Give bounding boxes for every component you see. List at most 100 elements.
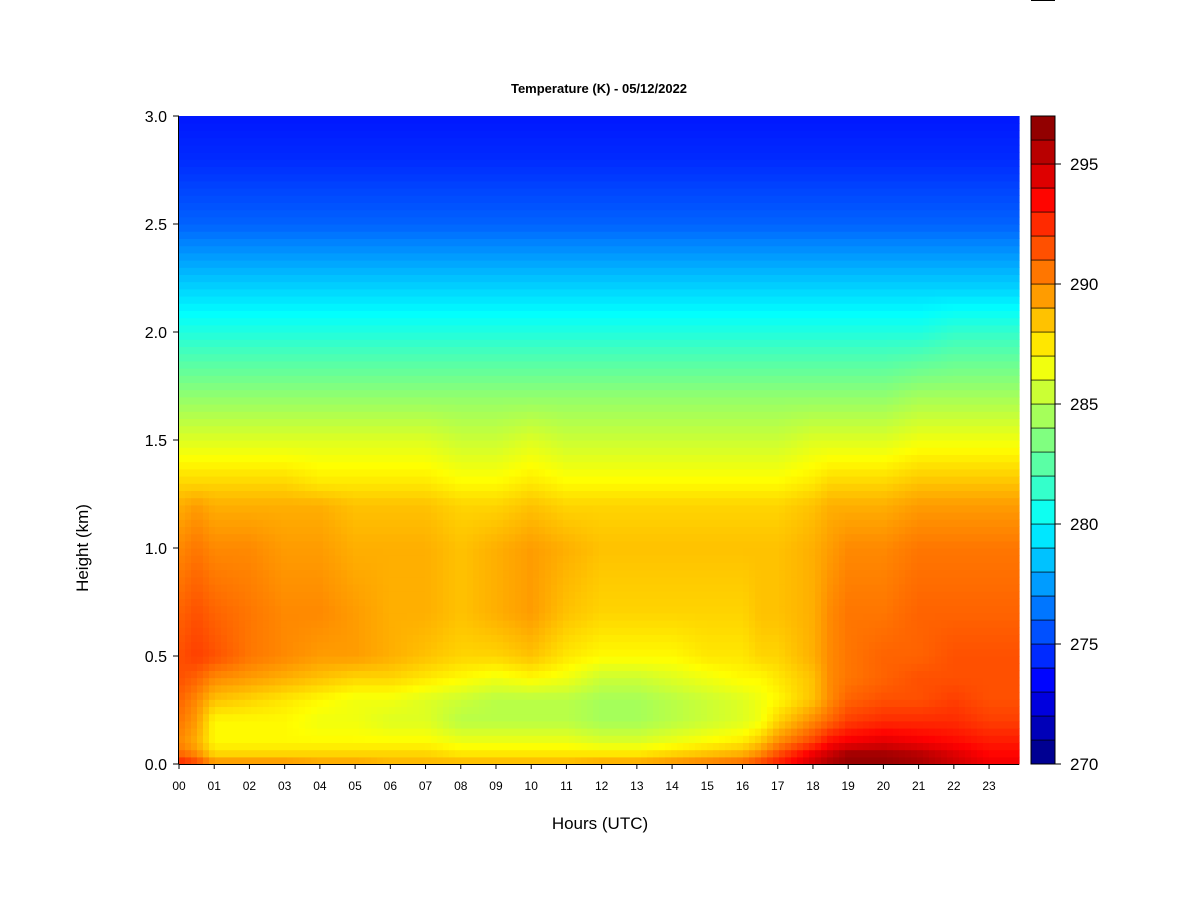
heatmap-cell: [203, 533, 210, 542]
heatmap-cell: [377, 137, 384, 146]
heatmap-cell: [389, 382, 396, 391]
heatmap-cell: [239, 641, 246, 650]
heatmap-cell: [281, 303, 288, 311]
heatmap-cell: [353, 483, 360, 491]
heatmap-cell: [431, 620, 438, 628]
heatmap-cell: [485, 605, 492, 614]
heatmap-cell: [215, 404, 222, 412]
heatmap-cell: [209, 296, 216, 304]
heatmap-cell: [449, 396, 456, 405]
heatmap-cell: [443, 382, 450, 391]
heatmap-cell: [389, 713, 396, 722]
heatmap-cell: [305, 252, 312, 261]
heatmap-cell: [323, 173, 330, 182]
heatmap-cell: [461, 454, 468, 463]
heatmap-cell: [323, 598, 330, 607]
heatmap-cell: [191, 418, 198, 427]
heatmap-cell: [455, 476, 462, 484]
heatmap-cell: [179, 728, 186, 736]
heatmap-cell: [215, 454, 222, 463]
heatmap-cell: [431, 238, 438, 247]
heatmap-cell: [449, 605, 456, 614]
heatmap-cell: [209, 188, 216, 196]
heatmap-cell: [215, 288, 222, 297]
heatmap-cell: [257, 663, 264, 671]
heatmap-cell: [227, 339, 234, 347]
heatmap-cell: [413, 368, 420, 376]
heatmap-cell: [341, 526, 348, 535]
heatmap-cell: [425, 756, 432, 765]
heatmap-cell: [239, 368, 246, 376]
heatmap-cell: [419, 598, 426, 607]
heatmap-cell: [395, 332, 402, 340]
heatmap-cell: [479, 526, 486, 535]
heatmap-cell: [227, 238, 234, 247]
heatmap-cell: [227, 440, 234, 448]
heatmap-cell: [227, 123, 234, 131]
heatmap-cell: [491, 454, 498, 463]
heatmap-cell: [329, 548, 336, 556]
heatmap-cell: [365, 540, 372, 549]
heatmap-cell: [413, 238, 420, 247]
heatmap-cell: [263, 656, 270, 664]
heatmap-cell: [377, 656, 384, 664]
heatmap-cell: [371, 303, 378, 311]
heatmap-cell: [185, 620, 192, 628]
heatmap-cell: [221, 605, 228, 614]
heatmap-cell: [185, 166, 192, 175]
heatmap-cell: [425, 562, 432, 571]
heatmap-cell: [305, 512, 312, 520]
heatmap-cell: [365, 512, 372, 520]
heatmap-cell: [455, 296, 462, 304]
heatmap-cell: [437, 526, 444, 535]
heatmap-cell: [449, 756, 456, 765]
heatmap-cell: [359, 540, 366, 549]
heatmap-cell: [443, 483, 450, 491]
heatmap-cell: [281, 483, 288, 491]
heatmap-cell: [269, 116, 276, 124]
heatmap-cell: [311, 123, 318, 131]
heatmap-cell: [419, 512, 426, 520]
heatmap-cell: [275, 238, 282, 247]
heatmap-cell: [233, 447, 240, 455]
heatmap-cell: [389, 252, 396, 261]
heatmap-cell: [359, 245, 366, 254]
heatmap-cell: [413, 389, 420, 398]
heatmap-cell: [461, 612, 468, 621]
heatmap-cell: [293, 231, 300, 239]
heatmap-cell: [485, 548, 492, 556]
heatmap-cell: [227, 454, 234, 463]
heatmap-cell: [305, 598, 312, 607]
heatmap-cell: [341, 260, 348, 268]
heatmap-cell: [221, 360, 228, 369]
heatmap-cell: [431, 576, 438, 585]
heatmap-cell: [269, 231, 276, 239]
heatmap-cell: [419, 540, 426, 549]
heatmap-cell: [479, 238, 486, 247]
heatmap-cell: [497, 648, 504, 657]
heatmap-cell: [449, 339, 456, 347]
heatmap-cell: [491, 360, 498, 369]
heatmap-cell: [497, 519, 504, 527]
heatmap-cell: [455, 461, 462, 470]
heatmap-cell: [365, 166, 372, 175]
heatmap-cell: [437, 324, 444, 333]
heatmap-cell: [287, 555, 294, 563]
heatmap-cell: [485, 512, 492, 520]
heatmap-cell: [491, 296, 498, 304]
heatmap-cell: [215, 123, 222, 131]
heatmap-cell: [509, 576, 516, 585]
heatmap-cell: [317, 454, 324, 463]
heatmap-cell: [413, 728, 420, 736]
heatmap-cell: [221, 368, 228, 376]
heatmap-cell: [359, 173, 366, 182]
heatmap-cell: [443, 605, 450, 614]
heatmap-cell: [269, 684, 276, 693]
heatmap-cell: [245, 418, 252, 427]
heatmap-cell: [359, 396, 366, 405]
heatmap-cell: [371, 447, 378, 455]
heatmap-cell: [449, 461, 456, 470]
heatmap-cell: [257, 620, 264, 628]
heatmap-cell: [197, 123, 204, 131]
heatmap-cell: [275, 267, 282, 275]
